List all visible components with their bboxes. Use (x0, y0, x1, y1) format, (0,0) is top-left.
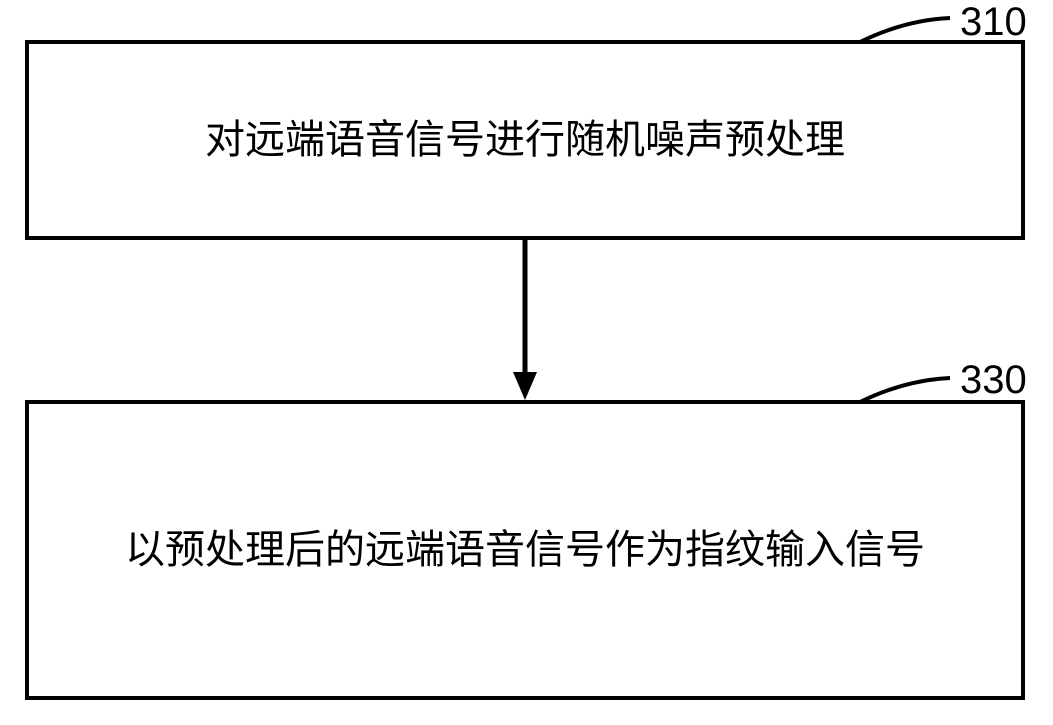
flowchart-node-330: 以预处理后的远端语音信号作为指纹输入信号 (25, 400, 1025, 700)
node-310-label: 310 (960, 0, 1027, 45)
edges-group (513, 240, 537, 400)
node-330-label: 330 (960, 358, 1027, 403)
flowchart-node-310: 对远端语音信号进行随机噪声预处理 (25, 40, 1025, 240)
flowchart-canvas: 对远端语音信号进行随机噪声预处理 310 以预处理后的远端语音信号作为指纹输入信… (0, 0, 1053, 725)
node-330-text: 以预处理后的远端语音信号作为指纹输入信号 (125, 522, 925, 578)
node-310-text: 对远端语音信号进行随机噪声预处理 (205, 112, 845, 168)
